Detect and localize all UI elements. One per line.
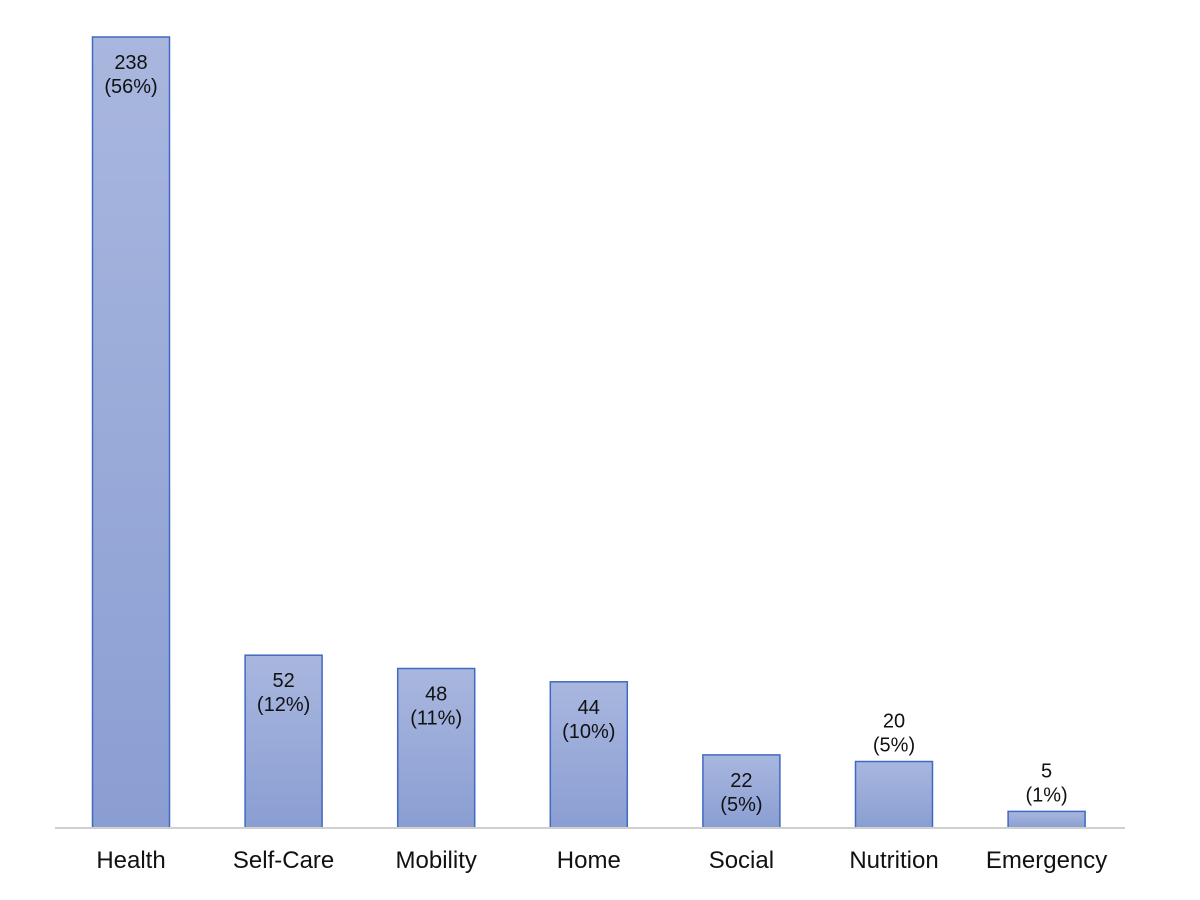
data-label-count: 20: [883, 711, 905, 733]
x-tick-label-health: Health: [96, 847, 165, 874]
data-label-percent: (56%): [104, 76, 157, 98]
data-label-count: 5: [1041, 760, 1052, 782]
x-tick-label-mobility: Mobility: [396, 847, 477, 874]
x-tick-labels-layer: Health Self-Care Mobility Home Social Nutriti…: [96, 847, 1107, 874]
data-label-mobility: 48 (11%): [410, 684, 462, 730]
data-label-count: 22: [730, 770, 752, 792]
bar-self-care: [244, 654, 323, 829]
data-label-count: 238: [114, 52, 147, 74]
data-label-count: 48: [425, 684, 447, 706]
bar-emergency: [1007, 810, 1086, 829]
x-tick-label-nutrition: Nutrition: [849, 847, 938, 874]
x-tick-label-home: Home: [557, 847, 621, 874]
data-label-percent: (12%): [257, 694, 310, 716]
x-tick-label-self-care: Self-Care: [233, 847, 334, 874]
x-tick-label-emergency: Emergency: [986, 847, 1107, 874]
data-label-health: 238 (56%): [104, 52, 157, 98]
bar-mobility: [396, 667, 476, 829]
data-label-percent: (1%): [1025, 784, 1067, 806]
data-label-count: 52: [272, 670, 294, 692]
data-labels-layer: 238 (56%)52 (12%) 48 (11%) 44 (10%)22 (5%)20 (5%…: [104, 52, 1067, 816]
bar-health: [91, 36, 171, 829]
bar-nutrition: [854, 760, 934, 829]
x-tick-label-social: Social: [709, 847, 774, 874]
bar-home: [549, 681, 629, 829]
data-label-social: 22 (5%): [720, 770, 762, 816]
data-label-self-care: 52 (12%): [257, 670, 310, 716]
data-label-percent: (5%): [720, 794, 762, 816]
data-label-home: 44 (10%): [562, 697, 615, 743]
data-label-percent: (5%): [873, 735, 915, 757]
bars-layer: [91, 36, 1086, 829]
data-label-nutrition: 20 (5%): [873, 711, 915, 757]
data-label-emergency: 5 (1%): [1025, 760, 1067, 806]
data-label-percent: (10%): [562, 721, 615, 743]
data-label-count: 44: [578, 697, 600, 719]
data-label-percent: (11%): [410, 708, 462, 730]
